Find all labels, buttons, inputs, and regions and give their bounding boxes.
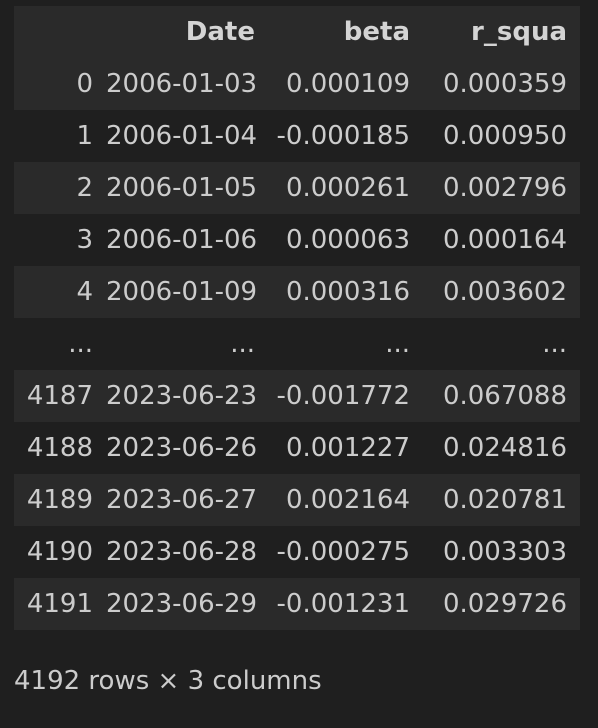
beta-cell: 0.000261 — [268, 162, 423, 214]
table-row: 4 2006-01-09 0.000316 0.003602 — [14, 266, 580, 318]
table-row: 0 2006-01-03 0.000109 0.000359 — [14, 58, 580, 110]
row-index: 1 — [14, 110, 106, 162]
date-cell: 2023-06-23 — [106, 370, 268, 422]
r-squared-cell: 0.000359 — [423, 58, 580, 110]
table-body: 0 2006-01-03 0.000109 0.000359 1 2006-01… — [14, 58, 580, 630]
beta-cell: -0.001231 — [268, 578, 423, 630]
r-squared-cell: 0.000164 — [423, 214, 580, 266]
date-cell: 2006-01-09 — [106, 266, 268, 318]
beta-column-header: beta — [268, 6, 423, 58]
r-squared-cell: 0.002796 — [423, 162, 580, 214]
beta-cell: 0.002164 — [268, 474, 423, 526]
dataframe-table: Date beta r_squa 0 2006-01-03 0.000109 0… — [14, 6, 580, 630]
table-row: 1 2006-01-04 -0.000185 0.000950 — [14, 110, 580, 162]
row-index: 4191 — [14, 578, 106, 630]
ellipsis-row: ... ... ... ... — [14, 318, 580, 370]
row-index: 4189 — [14, 474, 106, 526]
date-cell: 2006-01-06 — [106, 214, 268, 266]
beta-cell: -0.000275 — [268, 526, 423, 578]
beta-cell: -0.001772 — [268, 370, 423, 422]
table-row: 2 2006-01-05 0.000261 0.002796 — [14, 162, 580, 214]
table-row: 4188 2023-06-26 0.001227 0.024816 — [14, 422, 580, 474]
date-cell: 2023-06-28 — [106, 526, 268, 578]
ellipsis-cell: ... — [14, 318, 106, 370]
row-index: 4190 — [14, 526, 106, 578]
beta-cell: 0.000316 — [268, 266, 423, 318]
dataframe-shape-text: 4192 rows × 3 columns — [14, 666, 322, 696]
r-squared-cell: 0.024816 — [423, 422, 580, 474]
r-squared-cell: 0.003303 — [423, 526, 580, 578]
date-cell: 2006-01-03 — [106, 58, 268, 110]
r-squared-cell: 0.020781 — [423, 474, 580, 526]
r-squared-cell: 0.000950 — [423, 110, 580, 162]
row-index: 2 — [14, 162, 106, 214]
ellipsis-cell: ... — [423, 318, 580, 370]
ellipsis-cell: ... — [106, 318, 268, 370]
date-column-header: Date — [106, 6, 268, 58]
r-squared-cell: 0.029726 — [423, 578, 580, 630]
beta-cell: -0.000185 — [268, 110, 423, 162]
row-index: 3 — [14, 214, 106, 266]
row-index: 4188 — [14, 422, 106, 474]
row-index: 4 — [14, 266, 106, 318]
date-cell: 2023-06-26 — [106, 422, 268, 474]
beta-cell: 0.001227 — [268, 422, 423, 474]
date-cell: 2006-01-05 — [106, 162, 268, 214]
table-row: 4187 2023-06-23 -0.001772 0.067088 — [14, 370, 580, 422]
table-row: 4191 2023-06-29 -0.001231 0.029726 — [14, 578, 580, 630]
date-cell: 2023-06-27 — [106, 474, 268, 526]
table-row: 3 2006-01-06 0.000063 0.000164 — [14, 214, 580, 266]
date-cell: 2006-01-04 — [106, 110, 268, 162]
beta-cell: 0.000109 — [268, 58, 423, 110]
index-column-header — [14, 6, 106, 58]
r-squared-cell: 0.067088 — [423, 370, 580, 422]
header-row: Date beta r_squa — [14, 6, 580, 58]
beta-cell: 0.000063 — [268, 214, 423, 266]
ellipsis-cell: ... — [268, 318, 423, 370]
row-index: 0 — [14, 58, 106, 110]
table-header: Date beta r_squa — [14, 6, 580, 58]
table-row: 4190 2023-06-28 -0.000275 0.003303 — [14, 526, 580, 578]
row-index: 4187 — [14, 370, 106, 422]
table-row: 4189 2023-06-27 0.002164 0.020781 — [14, 474, 580, 526]
r-squared-column-header: r_squa — [423, 6, 580, 58]
date-cell: 2023-06-29 — [106, 578, 268, 630]
r-squared-cell: 0.003602 — [423, 266, 580, 318]
